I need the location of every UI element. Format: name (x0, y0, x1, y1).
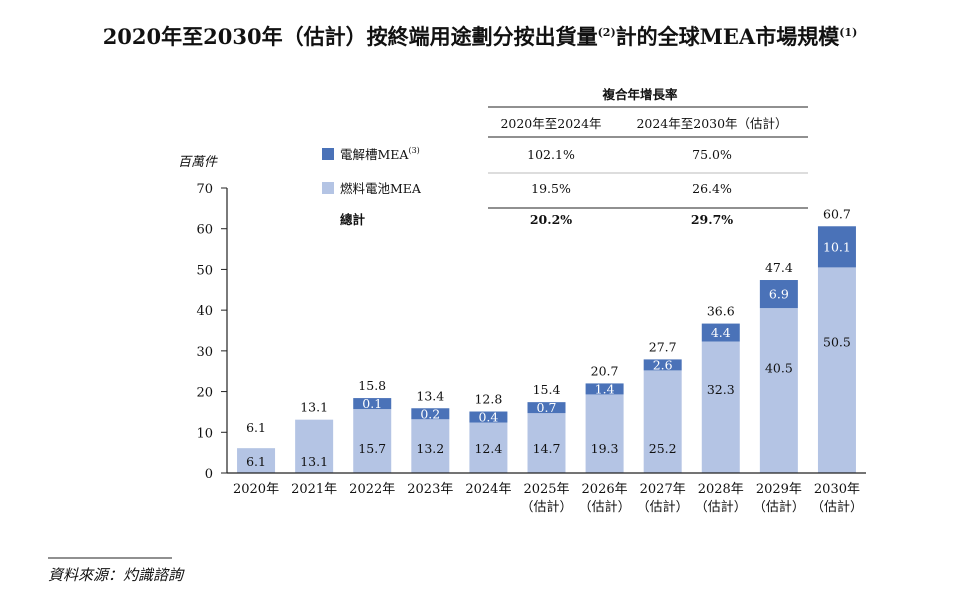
x-tick-label-year: 2027年 (640, 482, 686, 497)
y-tick-label: 30 (196, 345, 213, 360)
bar-electrolyzer-value-label: 1.4 (595, 381, 615, 396)
bar-fuelcell-value-label: 19.3 (591, 441, 619, 456)
legend-label-electrolyzer: 電解槽MEA(3) (340, 146, 420, 162)
bar-fuelcell-mea (411, 419, 450, 473)
bar-electrolyzer-mea (527, 402, 566, 414)
bar-total-label: 13.1 (300, 400, 328, 415)
bar-electrolyzer-value-label: 0.7 (537, 400, 557, 415)
cagr-total-2020-2024: 20.2% (530, 212, 572, 227)
bar-fuelcell-mea (759, 308, 798, 473)
x-tick-label-note: （估計） (579, 499, 631, 515)
x-tick-label-note: （估計） (753, 499, 805, 515)
x-tick-label-year: 2025年 (523, 482, 569, 497)
x-tick-label-note: （估計） (520, 499, 572, 515)
bar-fuelcell-mea (643, 370, 682, 473)
bar-fuelcell-value-label: 14.7 (533, 441, 561, 456)
y-tick-label: 60 (196, 223, 213, 238)
bar-fuelcell-mea (701, 341, 740, 473)
bar-total-label: 27.7 (649, 339, 677, 354)
bar-fuelcell-value-label: 40.5 (765, 360, 793, 375)
bar-total-label: 60.7 (823, 206, 851, 221)
bar-total-label: 15.8 (358, 378, 386, 393)
x-axis: 2020年 2021年 2022年 2023年 2024年 2025年 （估計） 2026年 （… (227, 472, 866, 515)
y-tick-label: 0 (205, 467, 213, 482)
bar-electrolyzer-value-label: 2.6 (653, 357, 673, 372)
y-tick-label: 40 (196, 304, 213, 319)
bar-fuelcell-value-label: 6.1 (246, 454, 266, 469)
x-tick-label-note: （估計） (637, 499, 689, 515)
cagr-table-col1: 2020年至2024年 (500, 116, 601, 131)
bar-fuelcell-value-label: 15.7 (358, 441, 386, 456)
bar-total-label: 47.4 (765, 260, 793, 275)
bar-electrolyzer-value-label: 0.4 (478, 410, 498, 425)
x-tick-label-year: 2024年 (465, 482, 511, 497)
source-note: 資料來源：灼識諮詢 (48, 566, 185, 584)
bar-fuelcell-value-label: 13.2 (416, 441, 444, 456)
x-tick-label-year: 2023年 (407, 482, 453, 497)
x-tick-label-year: 2021年 (291, 482, 337, 497)
bar-fuelcell-mea (817, 267, 856, 473)
bar-electrolyzer-value-label: 4.4 (711, 325, 731, 340)
bar-fuelcell-value-label: 12.4 (474, 441, 502, 456)
x-tick-label-year: 2026年 (582, 482, 628, 497)
bar-fuelcell-mea (353, 409, 392, 473)
bar-electrolyzer-mea (469, 411, 508, 423)
y-tick-label: 20 (196, 386, 213, 401)
bar-fuelcell-value-label: 32.3 (707, 382, 735, 397)
bar-electrolyzer-mea (643, 359, 682, 371)
y-tick-label: 50 (196, 263, 213, 278)
x-tick-label-year: 2020年 (233, 482, 279, 497)
x-tick-label-note: （估計） (695, 499, 747, 515)
cagr-electrolyzer-2024-2030: 75.0% (692, 147, 732, 162)
x-tick-label-year: 2029年 (756, 482, 802, 497)
cagr-table: 複合年增長率 2020年至2024年 2024年至2030年（估計） 電解槽ME… (322, 87, 808, 227)
bar-total-label: 15.4 (533, 382, 561, 397)
x-tick-label-year: 2022年 (349, 482, 395, 497)
y-axis: 0 10 20 30 40 50 60 70 (196, 182, 228, 482)
bar-electrolyzer-value-label: 10.1 (823, 239, 851, 254)
cagr-electrolyzer-2020-2024: 102.1% (527, 147, 575, 162)
bar-fuelcell-mea (295, 419, 334, 473)
bar-electrolyzer-mea (585, 383, 624, 395)
bar-fuelcell-mea (237, 448, 276, 473)
bar-electrolyzer-value-label: 0.1 (362, 396, 382, 411)
chart-title: 2020年至2030年（估計）按終端用途劃分按出貨量(2)計的全球MEA市場規模… (103, 24, 858, 49)
legend-swatch-fuelcell (322, 182, 334, 194)
bar-electrolyzer-value-label: 6.9 (769, 287, 789, 302)
bar-electrolyzer-mea (701, 323, 740, 342)
x-tick-label-note: （估計） (811, 499, 863, 515)
bar-electrolyzer-value-label: 0.2 (420, 406, 440, 421)
bar-fuelcell-mea (469, 422, 508, 473)
cagr-table-col2: 2024年至2030年（估計） (636, 116, 787, 131)
cagr-table-header: 複合年增長率 (601, 87, 678, 102)
cagr-fuelcell-2024-2030: 26.4% (692, 181, 732, 196)
bar-fuelcell-mea (527, 413, 566, 473)
y-tick-label: 70 (196, 182, 213, 197)
cagr-total-2024-2030: 29.7% (691, 212, 733, 227)
bar-fuelcell-value-label: 50.5 (823, 334, 851, 349)
legend-label-total: 總計 (340, 212, 366, 227)
x-tick-label-year: 2030年 (814, 482, 860, 497)
x-tick-label-year: 2028年 (698, 482, 744, 497)
legend-label-fuelcell: 燃料電池MEA (340, 181, 422, 196)
bar-total-label: 6.1 (246, 420, 266, 435)
bar-total-label: 20.7 (591, 363, 619, 378)
bar-electrolyzer-mea (353, 398, 392, 410)
bar-electrolyzer-mea (817, 226, 856, 268)
bar-fuelcell-value-label: 25.2 (649, 441, 677, 456)
bar-total-label: 13.4 (416, 388, 444, 403)
bar-electrolyzer-mea (759, 280, 798, 309)
cagr-fuelcell-2020-2024: 19.5% (531, 181, 571, 196)
bars-group: 6.1 6.1 13.1 13.1 15.7 0.1 15.8 13.2 0.2 13.4 12.4… (237, 206, 856, 473)
bar-fuelcell-mea (585, 394, 624, 473)
y-tick-label: 10 (196, 426, 213, 441)
bar-fuelcell-value-label: 13.1 (300, 454, 328, 469)
bar-total-label: 12.8 (474, 392, 502, 407)
bar-electrolyzer-mea (411, 408, 450, 420)
legend-swatch-electrolyzer (322, 148, 334, 160)
y-axis-unit-label: 百萬件 (178, 155, 218, 170)
bar-total-label: 36.6 (707, 304, 735, 319)
